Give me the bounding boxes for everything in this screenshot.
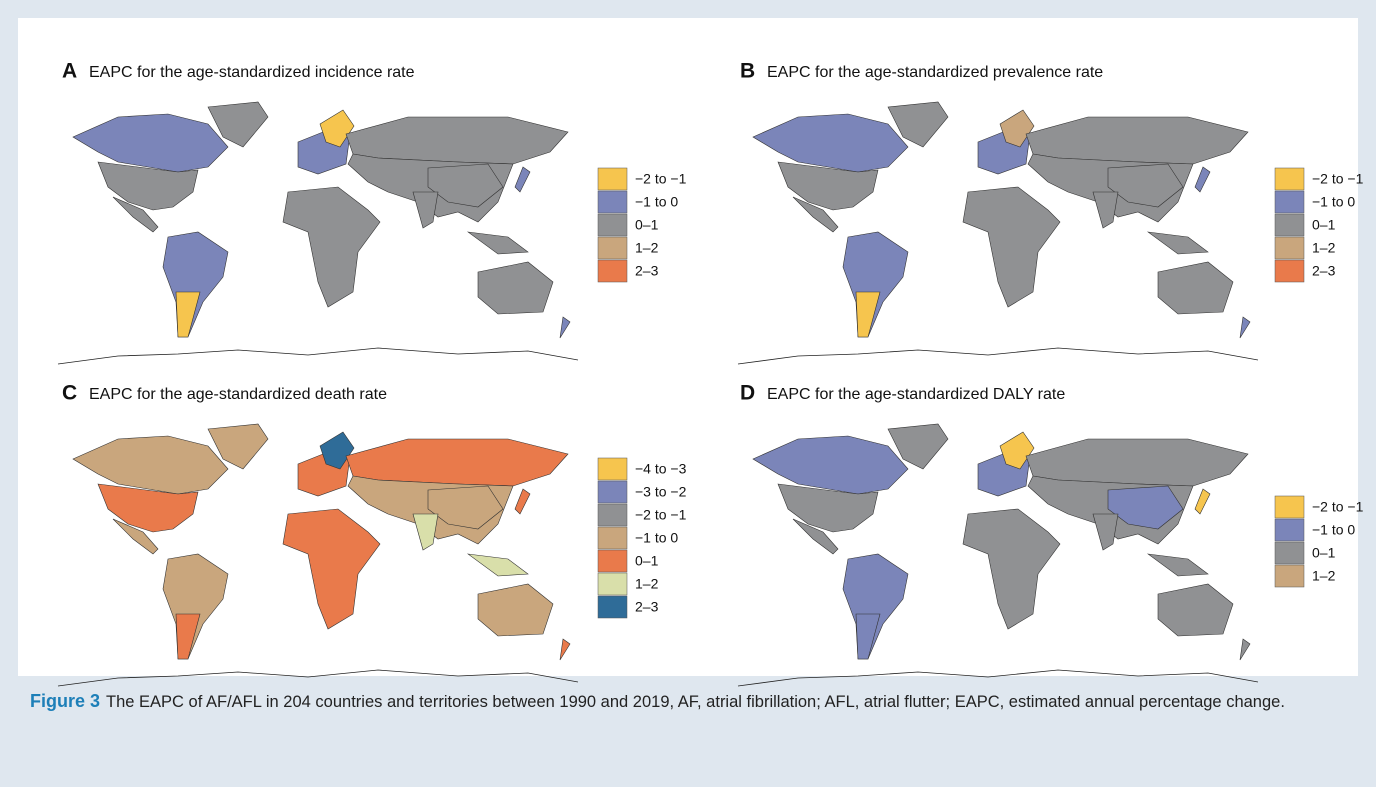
legend-label: −4 to −3 bbox=[635, 461, 687, 477]
legend-swatch bbox=[598, 191, 627, 213]
legend-swatch bbox=[598, 168, 627, 190]
page: {"figure": { "panels": [ {"letter": "A",… bbox=[0, 0, 1376, 787]
panel-title: EAPC for the age-standardized death rate bbox=[89, 386, 387, 403]
legend-swatch bbox=[1275, 191, 1304, 213]
legend-label: −2 to −1 bbox=[1312, 171, 1364, 187]
legend-label: 1–2 bbox=[1312, 568, 1336, 584]
legend-swatch bbox=[598, 527, 627, 549]
legend-swatch bbox=[1275, 565, 1304, 587]
panel-title: EAPC for the age-standardized DALY rate bbox=[767, 386, 1065, 403]
legend-swatch bbox=[1275, 496, 1304, 518]
caption-text: The EAPC of AF/AFL in 204 countries and … bbox=[106, 693, 1285, 711]
legend-label: −1 to 0 bbox=[1312, 194, 1355, 210]
legend-label: 0–1 bbox=[1312, 545, 1336, 561]
legend-swatch bbox=[1275, 214, 1304, 236]
legend-swatch bbox=[598, 237, 627, 259]
legend-label: −2 to −1 bbox=[635, 171, 687, 187]
legend-swatch bbox=[1275, 237, 1304, 259]
figure: A EAPC for the age-standardized incidence… bbox=[0, 0, 1376, 787]
legend-label: 1–2 bbox=[635, 240, 659, 256]
panel-letter: A bbox=[62, 60, 77, 83]
legend-swatch bbox=[1275, 168, 1304, 190]
caption-label: Figure 3 bbox=[30, 691, 100, 711]
legend-swatch bbox=[598, 573, 627, 595]
caption: Figure 3 The EAPC of AF/AFL in 204 countr… bbox=[30, 688, 1348, 716]
legend-label: 0–1 bbox=[635, 553, 659, 569]
legend-label: 0–1 bbox=[635, 217, 659, 233]
panel-letter: B bbox=[740, 60, 755, 83]
legend-label: −3 to −2 bbox=[635, 484, 687, 500]
legend-swatch bbox=[598, 214, 627, 236]
legend-label: −2 to −1 bbox=[635, 507, 687, 523]
panel-title: EAPC for the age-standardized prevalence… bbox=[767, 64, 1103, 81]
legend-swatch bbox=[598, 550, 627, 572]
legend-label: −2 to −1 bbox=[1312, 499, 1364, 515]
legend-label: 0–1 bbox=[1312, 217, 1336, 233]
panel-letter: D bbox=[740, 382, 755, 405]
legend-label: 1–2 bbox=[635, 576, 659, 592]
legend-swatch bbox=[598, 458, 627, 480]
legend-label: −1 to 0 bbox=[1312, 522, 1355, 538]
panel-letter: C bbox=[62, 382, 77, 405]
legend-swatch bbox=[1275, 519, 1304, 541]
legend-swatch bbox=[598, 481, 627, 503]
panel-title: EAPC for the age-standardized incidence … bbox=[89, 64, 415, 81]
legend-label: 1–2 bbox=[1312, 240, 1336, 256]
legend-label: 2–3 bbox=[635, 263, 659, 279]
legend-swatch bbox=[1275, 542, 1304, 564]
legend-swatch bbox=[598, 504, 627, 526]
legend-label: 2–3 bbox=[1312, 263, 1336, 279]
legend-swatch bbox=[598, 260, 627, 282]
legend-swatch bbox=[598, 596, 627, 618]
legend-label: −1 to 0 bbox=[635, 194, 678, 210]
legend-swatch bbox=[1275, 260, 1304, 282]
legend-label: −1 to 0 bbox=[635, 530, 678, 546]
legend-label: 2–3 bbox=[635, 599, 659, 615]
